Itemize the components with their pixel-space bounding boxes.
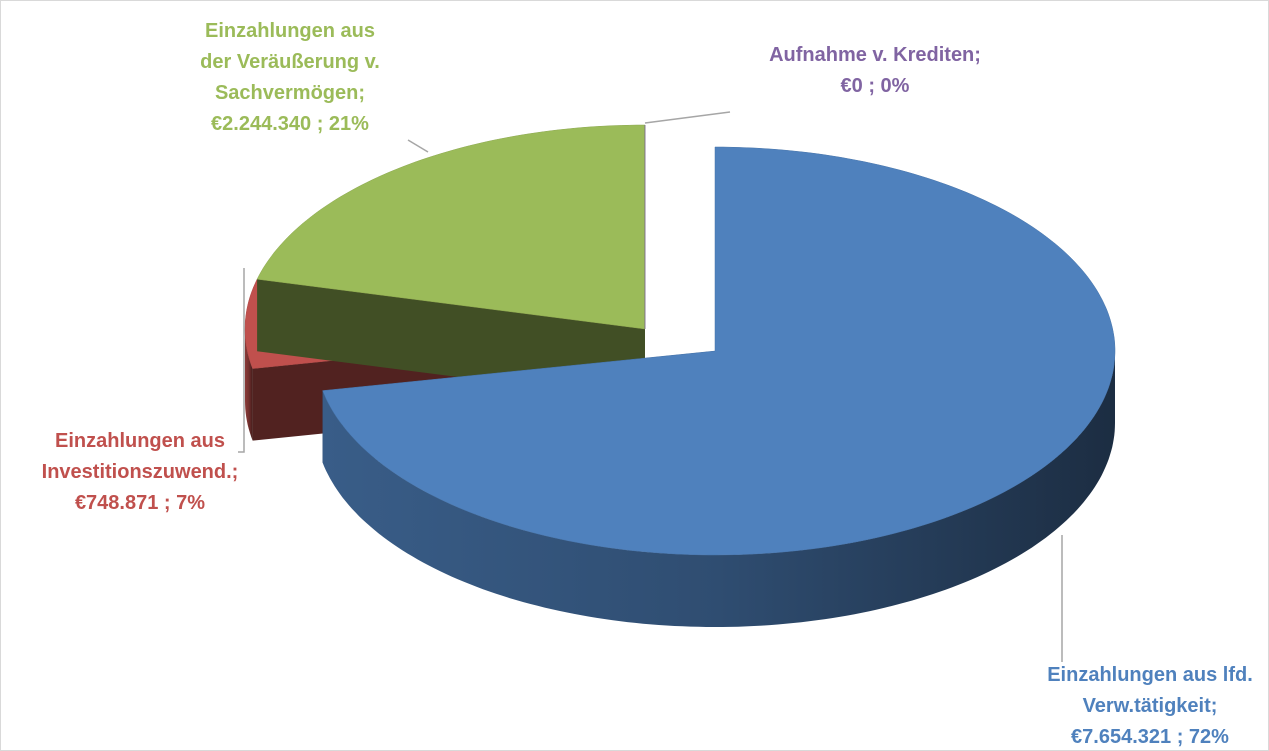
category-label: Aufnahme v. Krediten; [769,44,981,66]
data-label: Einzahlungen aus der Veräußerung v. Sach… [190,16,390,140]
category-label: Einzahlungen aus Investitionszuwend.; [41,430,239,483]
category-label: Einzahlungen aus der Veräußerung v. Sach… [200,20,380,104]
slice-side [322,351,1116,627]
slice-side [245,329,253,441]
slice [256,124,646,330]
leader-line [238,268,245,453]
pie [244,124,1116,627]
leader-line [644,111,731,124]
data-label: Aufnahme v. Krediten; €0 ; 0% [720,40,1030,102]
category-label: Einzahlungen aus lfd. Verw.tätigkeit; [1047,664,1253,717]
leader-line [407,139,429,153]
value-label: €2.244.340 ; 21% [211,113,369,135]
value-label: €0 ; 0% [840,75,910,97]
leader-lines [238,111,1063,662]
slice [322,146,1116,556]
data-label: Einzahlungen aus lfd. Verw.tätigkeit; €7… [1015,660,1269,751]
value-label: €7.654.321 ; 72% [1071,726,1229,748]
data-label: Einzahlungen aus Investitionszuwend.; €7… [20,426,260,519]
value-label: €748.871 ; 7% [74,492,206,514]
